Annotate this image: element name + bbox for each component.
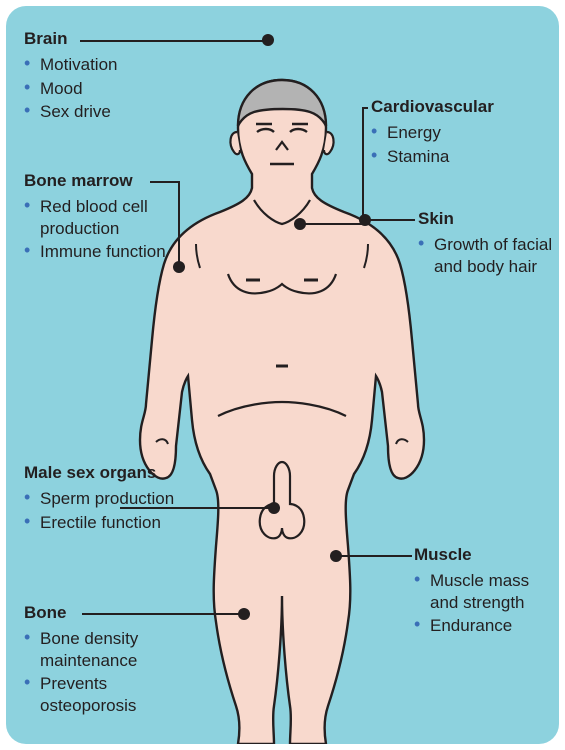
label-brain: Brain Motivation Mood Sex drive bbox=[24, 28, 184, 125]
label-bone: Bone Bone density maintenance Prevents o… bbox=[24, 602, 194, 719]
items-brain: Motivation Mood Sex drive bbox=[24, 54, 184, 123]
title-muscle: Muscle bbox=[414, 544, 559, 566]
title-bone: Bone bbox=[24, 602, 194, 624]
leader-skin bbox=[365, 219, 415, 221]
dot-cardio bbox=[294, 218, 306, 230]
dot-bone bbox=[238, 608, 250, 620]
dot-maleorgans bbox=[268, 502, 280, 514]
label-muscle: Muscle Muscle mass and strength Enduranc… bbox=[414, 544, 559, 639]
items-bone: Bone density maintenance Prevents osteop… bbox=[24, 628, 194, 717]
dot-muscle bbox=[330, 550, 342, 562]
label-skin: Skin Growth of facial and body hair bbox=[418, 208, 556, 279]
diagram-frame: Brain Motivation Mood Sex drive Cardiova… bbox=[0, 0, 565, 750]
label-bonemarrow: Bone marrow Red blood cell production Im… bbox=[24, 170, 194, 265]
title-bonemarrow: Bone marrow bbox=[24, 170, 194, 192]
dot-brain bbox=[262, 34, 274, 46]
title-brain: Brain bbox=[24, 28, 184, 50]
leader-cardio-v bbox=[362, 107, 364, 225]
label-cardio: Cardiovascular Energy Stamina bbox=[371, 96, 551, 169]
label-maleorgans: Male sex organs Sperm production Erectil… bbox=[24, 462, 184, 535]
items-skin: Growth of facial and body hair bbox=[418, 234, 556, 278]
diagram-panel: Brain Motivation Mood Sex drive Cardiova… bbox=[6, 6, 559, 744]
items-bonemarrow: Red blood cell production Immune functio… bbox=[24, 196, 194, 263]
items-muscle: Muscle mass and strength Endurance bbox=[414, 570, 559, 637]
dot-skin bbox=[359, 214, 371, 226]
leader-muscle bbox=[336, 555, 412, 557]
items-cardio: Energy Stamina bbox=[371, 122, 551, 168]
items-maleorgans: Sperm production Erectile function bbox=[24, 488, 184, 534]
title-skin: Skin bbox=[418, 208, 556, 230]
title-cardio: Cardiovascular bbox=[371, 96, 551, 118]
title-maleorgans: Male sex organs bbox=[24, 462, 184, 484]
leader-cardio-h bbox=[300, 223, 364, 225]
leader-cardio-tick bbox=[362, 107, 368, 109]
